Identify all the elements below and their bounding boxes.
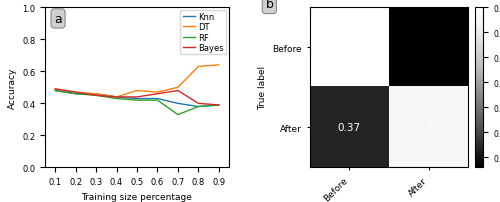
- DT: [196, 66, 202, 68]
- Text: a: a: [54, 13, 62, 26]
- DT: [114, 96, 119, 99]
- Bayes: [154, 93, 160, 96]
- Knn: [72, 93, 78, 96]
- Knn: [114, 96, 119, 99]
- RF: [134, 99, 140, 102]
- RF: [216, 104, 222, 107]
- DT: [216, 64, 222, 67]
- Knn: [134, 98, 140, 100]
- DT: [72, 92, 78, 94]
- X-axis label: Training size percentage: Training size percentage: [82, 192, 192, 201]
- Knn: [196, 106, 202, 108]
- RF: [72, 93, 78, 96]
- DT: [175, 87, 181, 89]
- Bayes: [72, 92, 78, 94]
- Bayes: [175, 90, 181, 92]
- Text: b: b: [266, 0, 274, 12]
- DT: [154, 92, 160, 94]
- Text: 0.65: 0.65: [338, 43, 361, 53]
- RF: [93, 95, 99, 97]
- Bayes: [114, 96, 119, 99]
- Y-axis label: Accuracy: Accuracy: [8, 67, 16, 108]
- RF: [154, 99, 160, 102]
- Bayes: [52, 88, 58, 91]
- Knn: [216, 104, 222, 107]
- Text: 0.63: 0.63: [417, 123, 440, 133]
- RF: [52, 90, 58, 92]
- DT: [93, 93, 99, 96]
- RF: [196, 106, 202, 108]
- Text: 0.37: 0.37: [338, 123, 361, 133]
- Line: Bayes: Bayes: [55, 89, 219, 105]
- Bayes: [216, 104, 222, 107]
- Legend: Knn, DT, RF, Bayes: Knn, DT, RF, Bayes: [180, 11, 226, 55]
- Knn: [175, 103, 181, 105]
- Knn: [154, 98, 160, 100]
- RF: [114, 98, 119, 100]
- Knn: [52, 90, 58, 92]
- Y-axis label: True label: True label: [258, 66, 267, 110]
- Bayes: [196, 103, 202, 105]
- Knn: [93, 93, 99, 96]
- Line: Knn: Knn: [55, 91, 219, 107]
- Line: RF: RF: [55, 91, 219, 115]
- Line: DT: DT: [55, 65, 219, 97]
- DT: [134, 90, 140, 92]
- RF: [175, 114, 181, 116]
- DT: [52, 88, 58, 91]
- Bayes: [93, 95, 99, 97]
- Bayes: [134, 96, 140, 99]
